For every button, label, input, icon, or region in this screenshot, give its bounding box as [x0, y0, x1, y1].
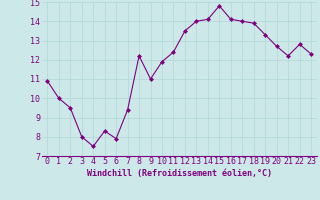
X-axis label: Windchill (Refroidissement éolien,°C): Windchill (Refroidissement éolien,°C): [87, 169, 272, 178]
